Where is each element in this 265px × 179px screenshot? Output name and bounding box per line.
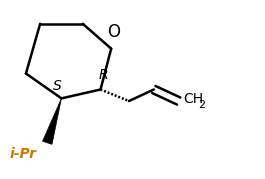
Text: S: S: [53, 79, 61, 93]
Text: O: O: [107, 23, 120, 41]
Polygon shape: [42, 98, 61, 144]
Text: i-Pr: i-Pr: [10, 147, 37, 161]
Text: 2: 2: [198, 100, 205, 110]
Text: R: R: [98, 68, 108, 82]
Text: CH: CH: [183, 92, 203, 106]
